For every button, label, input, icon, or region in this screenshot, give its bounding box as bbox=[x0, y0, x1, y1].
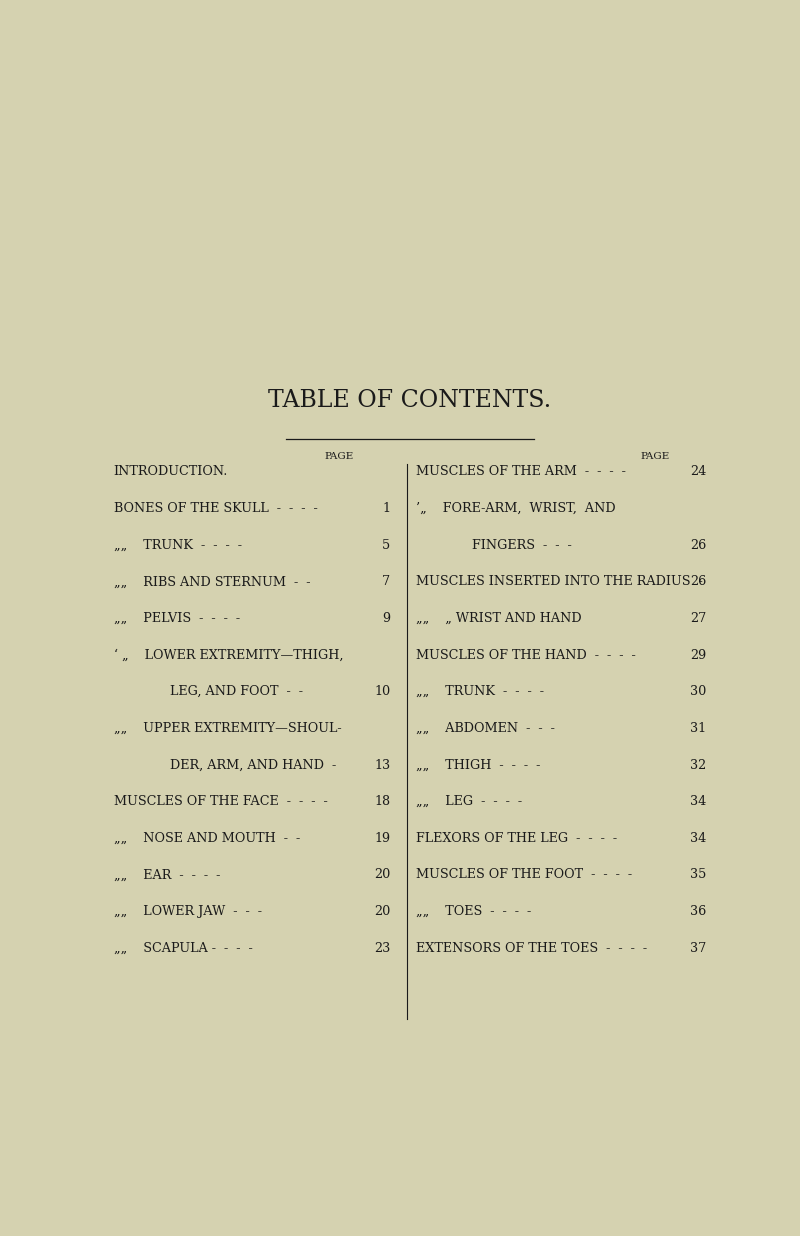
Text: 20: 20 bbox=[374, 869, 390, 881]
Text: 32: 32 bbox=[690, 759, 706, 771]
Text: 31: 31 bbox=[690, 722, 706, 735]
Text: ‘ „    LOWER EXTREMITY—THIGH,: ‘ „ LOWER EXTREMITY—THIGH, bbox=[114, 649, 343, 661]
Text: 26: 26 bbox=[690, 539, 706, 551]
Text: 36: 36 bbox=[690, 905, 706, 918]
Text: 19: 19 bbox=[374, 832, 390, 845]
Text: PAGE: PAGE bbox=[324, 452, 354, 461]
Text: TABLE OF CONTENTS.: TABLE OF CONTENTS. bbox=[268, 389, 552, 412]
Text: DER, ARM, AND HAND  -: DER, ARM, AND HAND - bbox=[114, 759, 336, 771]
Text: „„    TRUNK  -  -  -  -: „„ TRUNK - - - - bbox=[416, 685, 544, 698]
Text: 24: 24 bbox=[690, 466, 706, 478]
Text: „„    LOWER JAW  -  -  -: „„ LOWER JAW - - - bbox=[114, 905, 262, 918]
Text: „„    PELVIS  -  -  -  -: „„ PELVIS - - - - bbox=[114, 612, 240, 625]
Text: MUSCLES OF THE ARM  -  -  -  -: MUSCLES OF THE ARM - - - - bbox=[416, 466, 626, 478]
Text: „„    RIBS AND STERNUM  -  -: „„ RIBS AND STERNUM - - bbox=[114, 575, 310, 588]
Text: BONES OF THE SKULL  -  -  -  -: BONES OF THE SKULL - - - - bbox=[114, 502, 318, 515]
Text: 20: 20 bbox=[374, 905, 390, 918]
Text: MUSCLES OF THE FOOT  -  -  -  -: MUSCLES OF THE FOOT - - - - bbox=[416, 869, 632, 881]
Text: 34: 34 bbox=[690, 832, 706, 845]
Text: 9: 9 bbox=[382, 612, 390, 625]
Text: „„    NOSE AND MOUTH  -  -: „„ NOSE AND MOUTH - - bbox=[114, 832, 300, 845]
Text: MUSCLES OF THE FACE  -  -  -  -: MUSCLES OF THE FACE - - - - bbox=[114, 795, 327, 808]
Text: 29: 29 bbox=[690, 649, 706, 661]
Text: 30: 30 bbox=[690, 685, 706, 698]
Text: 10: 10 bbox=[374, 685, 390, 698]
Text: „„    THIGH  -  -  -  -: „„ THIGH - - - - bbox=[416, 759, 541, 771]
Text: INTRODUCTION.: INTRODUCTION. bbox=[114, 466, 228, 478]
Text: 5: 5 bbox=[382, 539, 390, 551]
Text: 1: 1 bbox=[382, 502, 390, 515]
Text: 23: 23 bbox=[374, 942, 390, 954]
Text: 13: 13 bbox=[374, 759, 390, 771]
Text: LEG, AND FOOT  -  -: LEG, AND FOOT - - bbox=[114, 685, 302, 698]
Text: FINGERS  -  -  -: FINGERS - - - bbox=[416, 539, 572, 551]
Text: PAGE: PAGE bbox=[640, 452, 670, 461]
Text: 27: 27 bbox=[690, 612, 706, 625]
Text: 35: 35 bbox=[690, 869, 706, 881]
Text: „„    SCAPULA -  -  -  -: „„ SCAPULA - - - - bbox=[114, 942, 252, 954]
Text: 26: 26 bbox=[690, 575, 706, 588]
Text: „„    EAR  -  -  -  -: „„ EAR - - - - bbox=[114, 869, 220, 881]
Text: „„    TOES  -  -  -  -: „„ TOES - - - - bbox=[416, 905, 531, 918]
Text: MUSCLES INSERTED INTO THE RADIUS  -: MUSCLES INSERTED INTO THE RADIUS - bbox=[416, 575, 703, 588]
Text: „„    UPPER EXTREMITY—SHOUL-: „„ UPPER EXTREMITY—SHOUL- bbox=[114, 722, 342, 735]
Text: FLEXORS OF THE LEG  -  -  -  -: FLEXORS OF THE LEG - - - - bbox=[416, 832, 618, 845]
Text: „„    ABDOMEN  -  -  -: „„ ABDOMEN - - - bbox=[416, 722, 555, 735]
Text: „„    TRUNK  -  -  -  -: „„ TRUNK - - - - bbox=[114, 539, 242, 551]
Text: MUSCLES OF THE HAND  -  -  -  -: MUSCLES OF THE HAND - - - - bbox=[416, 649, 636, 661]
Text: 7: 7 bbox=[382, 575, 390, 588]
Text: 37: 37 bbox=[690, 942, 706, 954]
Text: 34: 34 bbox=[690, 795, 706, 808]
Text: 18: 18 bbox=[374, 795, 390, 808]
Text: ’„    FORE-ARM,  WRIST,  AND: ’„ FORE-ARM, WRIST, AND bbox=[416, 502, 616, 515]
Text: „„    „ WRIST AND HAND: „„ „ WRIST AND HAND bbox=[416, 612, 582, 625]
Text: „„    LEG  -  -  -  -: „„ LEG - - - - bbox=[416, 795, 522, 808]
Text: EXTENSORS OF THE TOES  -  -  -  -: EXTENSORS OF THE TOES - - - - bbox=[416, 942, 647, 954]
